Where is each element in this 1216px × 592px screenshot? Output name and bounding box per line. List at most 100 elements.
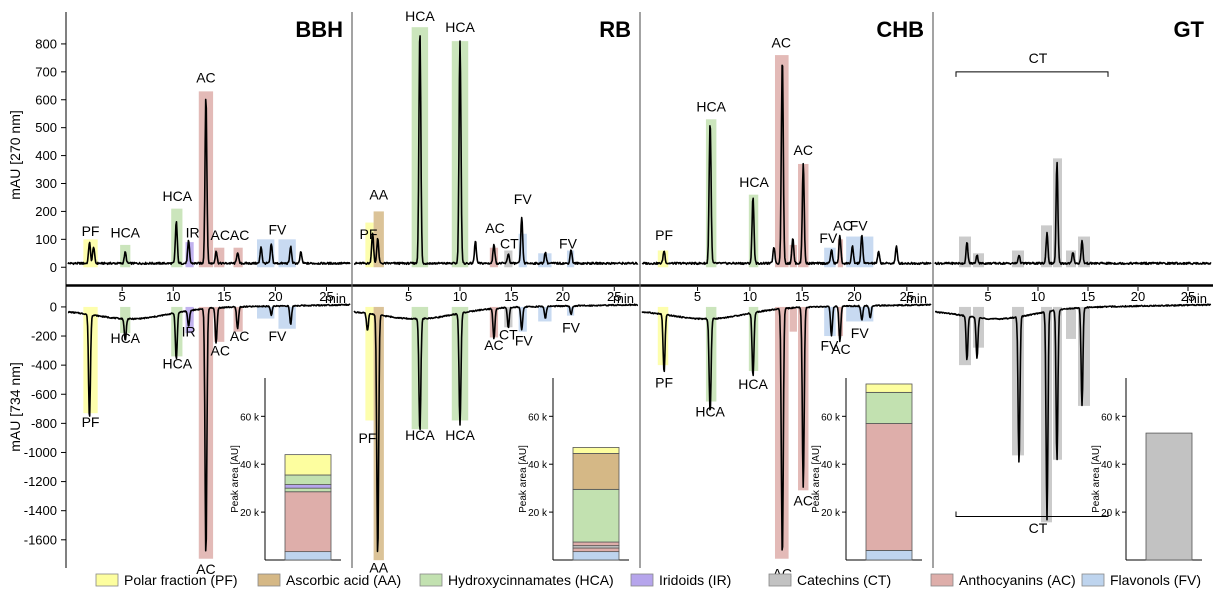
shade-top-ac	[214, 247, 225, 268]
x-unit-label: min	[325, 291, 346, 306]
x-tick-label: 10	[743, 289, 757, 304]
shade-top-ct	[504, 250, 513, 268]
bar-segment-hca	[572, 488, 620, 543]
shade-bottom-fv	[846, 306, 874, 322]
peak-label: PF	[655, 375, 673, 391]
peak-label: FV	[514, 191, 533, 207]
bar-segment-fv	[865, 550, 913, 561]
peak-label: HCA	[738, 376, 768, 392]
peak-label: IR	[186, 224, 200, 240]
y-axis-label-top: mAU [270 nm]	[7, 110, 23, 199]
inset-y-label: Peak area [AU]	[811, 445, 822, 513]
x-tick-label: 15	[1081, 289, 1095, 304]
shade-bottom-ac	[214, 306, 225, 342]
inset-tick-label: 60 k	[821, 412, 841, 423]
inset-tick-label: 20 k	[528, 508, 548, 519]
legend-swatch-aa	[257, 573, 281, 587]
x-tick-label: 10	[453, 289, 467, 304]
inset-y-label: Peak area [AU]	[518, 445, 529, 513]
peak-label: IR	[182, 324, 196, 340]
legend-label: Ascorbic acid (AA)	[286, 572, 401, 588]
x-tick-label: 20	[556, 289, 570, 304]
y-tick-label-bottom: -800	[31, 416, 57, 431]
bar-segment-ac	[284, 491, 332, 553]
trace-270nm	[67, 98, 351, 266]
legend-label: Iridoids (IR)	[659, 572, 731, 588]
y-tick-label-top: 200	[35, 204, 57, 219]
inset-tick-label: 20 k	[1101, 508, 1121, 519]
peak-label: CT	[499, 327, 518, 343]
inset-peak-area: 20 k 40 k 60 k Peak area [AU]	[1091, 378, 1202, 561]
x-tick-label: 20	[847, 289, 861, 304]
trace-734nm	[641, 303, 932, 551]
peak-label: AC	[794, 493, 813, 509]
shade-top-pf	[365, 222, 374, 268]
legend-label: Polar fraction (PF)	[124, 572, 238, 588]
peak-label: AC	[794, 142, 813, 158]
bracket	[955, 71, 1109, 77]
y-axis-label-bottom: mAU [734 nm]	[7, 362, 23, 451]
x-tick-label: 25	[900, 289, 914, 304]
legend-label: Catechins (CT)	[797, 572, 891, 588]
peak-label: HCA	[163, 188, 193, 204]
y-tick-label-bottom: -1200	[24, 474, 57, 489]
legend-label: Hydroxycinnamates (HCA)	[448, 572, 614, 588]
inset-y-label: Peak area [AU]	[230, 445, 241, 513]
x-tick-label: 15	[217, 289, 231, 304]
legend-swatch-pf	[95, 573, 119, 587]
x-tick-label: 20	[1131, 289, 1145, 304]
shade-bottom-pf	[365, 306, 374, 421]
shade-top-hca	[411, 27, 429, 268]
inset-tick-label: 20 k	[821, 508, 841, 519]
shade-top-hca	[451, 41, 469, 268]
x-unit-label: min	[613, 291, 634, 306]
inset-tick-label: 40 k	[240, 460, 260, 471]
x-unit-label: min	[906, 291, 927, 306]
shade-top-ac	[837, 239, 844, 268]
shade-bottom-ac	[489, 306, 499, 338]
inset-tick-label: 60 k	[528, 412, 548, 423]
inset-tick-label: 20 k	[240, 508, 260, 519]
x-tick-label: 5	[119, 289, 126, 304]
peak-label: FV	[850, 217, 869, 233]
legend-swatch-hca	[419, 573, 443, 587]
bar-segment-pf	[572, 447, 620, 454]
inset-tick-label: 60 k	[1101, 412, 1121, 423]
shade-top-ac	[798, 163, 809, 268]
bar-segment-ir	[284, 484, 332, 489]
inset-y-label: Peak area [AU]	[1091, 445, 1102, 513]
shade-top-ac	[789, 244, 797, 268]
bar-segment-aa	[572, 453, 620, 490]
legend-swatch-ir	[630, 573, 654, 587]
x-tick-label: 5	[405, 289, 412, 304]
inset-tick-label: 40 k	[821, 460, 841, 471]
inset-tick-label: 40 k	[528, 460, 548, 471]
y-tick-label-top: 0	[50, 260, 57, 275]
peak-label: FV	[268, 328, 287, 344]
shade-top-ac	[489, 247, 499, 268]
peak-label: HCA	[696, 99, 726, 115]
shade-bottom-ac	[798, 306, 809, 491]
y-tick-label-bottom: 0	[50, 299, 57, 314]
peak-label: HCA	[445, 427, 475, 443]
peak-label: HCA	[695, 404, 725, 420]
peak-label: AA	[369, 187, 388, 203]
bar-segment-hca	[284, 474, 332, 485]
shade-bottom-hca	[411, 306, 429, 430]
inset-peak-area: 20 k 40 k 60 k Peak area [AU]	[811, 378, 922, 561]
y-tick-label-bottom: -1000	[24, 445, 57, 460]
peak-label: AC	[230, 328, 249, 344]
peak-label: AC	[196, 561, 215, 577]
x-tick-label: 15	[795, 289, 809, 304]
bar-segment-fv	[572, 551, 620, 561]
bar-segment-ac	[572, 547, 620, 553]
shade-top-aa	[373, 211, 384, 268]
trace-734nm	[934, 303, 1212, 521]
x-tick-label: 10	[166, 289, 180, 304]
peak-label: AC	[485, 220, 504, 236]
peak-label: PF	[655, 227, 673, 243]
panel-title: GT	[1173, 17, 1204, 42]
y-tick-label-top: 300	[35, 176, 57, 191]
